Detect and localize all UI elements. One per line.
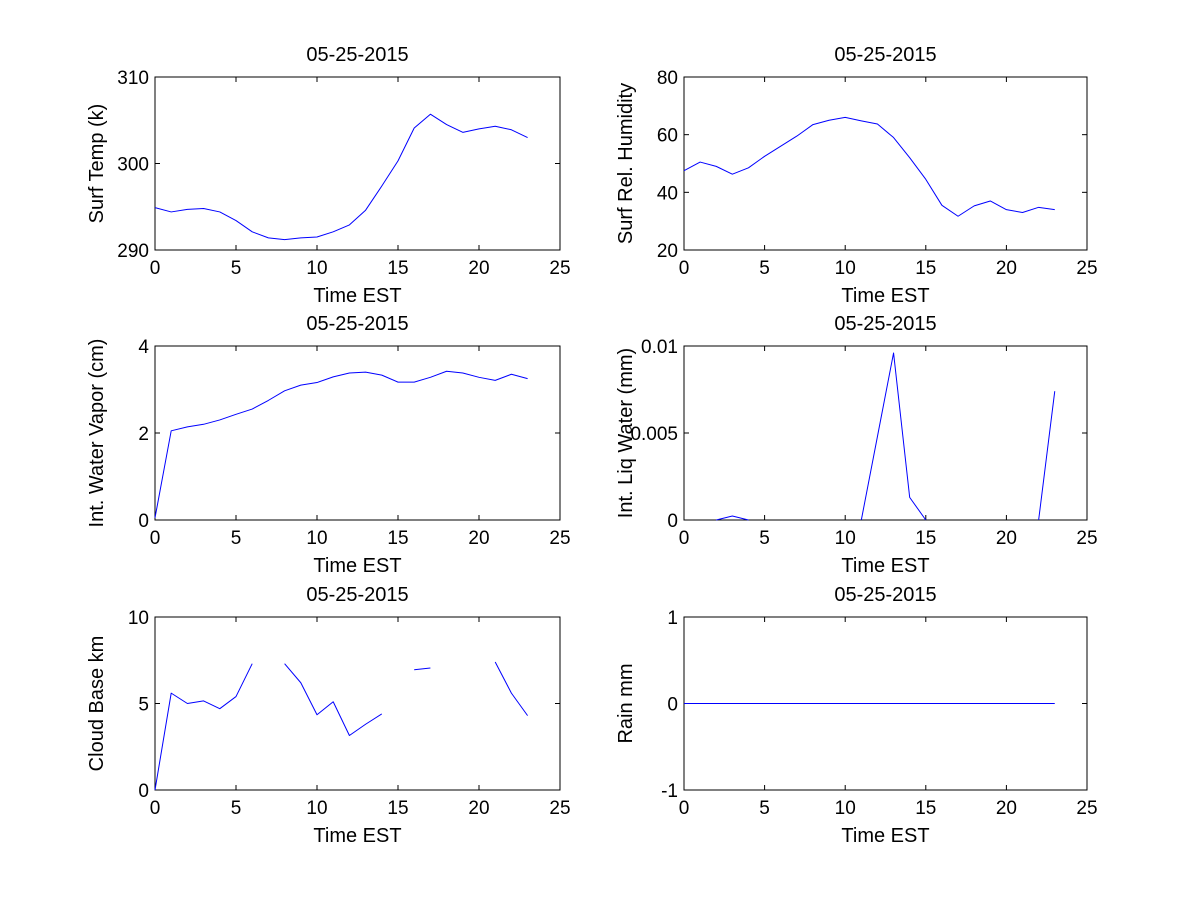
x-tick-label: 25 xyxy=(549,528,570,549)
x-axis-label: Time EST xyxy=(313,825,401,847)
x-tick-label: 5 xyxy=(759,798,770,819)
x-tick-label: 10 xyxy=(835,528,856,549)
x-tick-label: 20 xyxy=(468,528,489,549)
subplot-4: 05-25-2015 0 5 10 15 20 25 0 0.005 0.01 Time EST In… xyxy=(615,313,1098,577)
x-tick-label: 15 xyxy=(915,528,936,549)
x-tick-label: 10 xyxy=(835,798,856,819)
y-axis-label: Cloud Base km xyxy=(86,636,108,772)
y-tick-label: 0 xyxy=(138,511,149,532)
y-tick-label: 300 xyxy=(117,155,149,176)
series-line-1 xyxy=(716,352,1056,521)
y-axis-label: Int. Liq Water (mm) xyxy=(615,348,637,518)
y-axis-label: Surf Rel. Humidity xyxy=(615,83,637,244)
y-tick-label: 10 xyxy=(128,608,149,629)
x-tick-label: 20 xyxy=(996,528,1017,549)
x-tick-label: 5 xyxy=(231,798,242,819)
x-tick-label: 25 xyxy=(549,798,570,819)
y-tick-label: 60 xyxy=(657,126,678,147)
x-axis-label: Time EST xyxy=(841,825,929,847)
x-tick-label: 0 xyxy=(679,798,690,819)
x-tick-label: 15 xyxy=(915,258,936,279)
y-axis-label: Surf Temp (k) xyxy=(86,104,108,224)
x-tick-label: 10 xyxy=(835,258,856,279)
x-tick-label: 20 xyxy=(468,258,489,279)
chart-title: 05-25-2015 xyxy=(306,44,408,66)
y-tick-label: 4 xyxy=(138,337,149,358)
x-tick-label: 25 xyxy=(549,258,570,279)
y-tick-label: 0 xyxy=(667,511,678,532)
y-tick-label: -1 xyxy=(661,781,678,802)
x-tick-label: 20 xyxy=(996,798,1017,819)
series-line-1 xyxy=(154,661,529,791)
x-tick-label: 5 xyxy=(759,528,770,549)
plot-area xyxy=(154,76,561,251)
x-axis-label: Time EST xyxy=(313,285,401,307)
subplot-3: 05-25-2015 0 5 10 15 20 25 0 2 4 Time EST Int. Wate… xyxy=(86,313,571,577)
series-line-1 xyxy=(154,113,528,241)
subplot-2: 05-25-2015 0 5 10 15 20 25 20 40 60 80 Time EST Surf… xyxy=(615,44,1098,307)
y-tick-label: 2 xyxy=(138,424,149,445)
y-tick-label: 310 xyxy=(117,68,149,89)
y-tick-label: 290 xyxy=(117,241,149,262)
x-tick-label: 0 xyxy=(150,798,161,819)
y-tick-label: 1 xyxy=(667,608,678,629)
x-tick-label: 15 xyxy=(387,528,408,549)
chart-title: 05-25-2015 xyxy=(834,44,936,66)
y-tick-label: 20 xyxy=(657,241,678,262)
x-axis-label: Time EST xyxy=(841,285,929,307)
y-tick-label: 40 xyxy=(657,183,678,204)
x-tick-label: 15 xyxy=(387,258,408,279)
x-tick-label: 10 xyxy=(306,258,327,279)
x-axis-label: Time EST xyxy=(841,555,929,577)
series-line-1 xyxy=(154,370,528,518)
chart-title: 05-25-2015 xyxy=(834,584,936,606)
y-axis-label: Rain mm xyxy=(615,663,637,743)
y-tick-label: 0 xyxy=(667,695,678,716)
subplot-5: 05-25-2015 0 5 10 15 20 25 0 5 10 Time EST Cloud Ba… xyxy=(86,584,571,847)
y-tick-label: 0.01 xyxy=(641,337,678,358)
x-axis-label: Time EST xyxy=(313,555,401,577)
chart-title: 05-25-2015 xyxy=(834,313,936,335)
x-tick-label: 15 xyxy=(915,798,936,819)
chart-title: 05-25-2015 xyxy=(306,313,408,335)
plot-area xyxy=(683,345,1088,521)
x-tick-label: 0 xyxy=(150,528,161,549)
x-tick-label: 0 xyxy=(679,528,690,549)
x-tick-label: 0 xyxy=(679,258,690,279)
x-tick-label: 20 xyxy=(468,798,489,819)
subplot-1: 05-25-2015 0 5 10 15 20 25 290 300 310 Time EST Sur… xyxy=(86,44,571,307)
y-tick-label: 5 xyxy=(138,695,149,716)
x-tick-label: 5 xyxy=(231,528,242,549)
x-tick-label: 25 xyxy=(1076,258,1097,279)
y-tick-label: 0 xyxy=(138,781,149,802)
x-tick-label: 25 xyxy=(1076,528,1097,549)
plot-area xyxy=(683,76,1088,251)
x-tick-label: 20 xyxy=(996,258,1017,279)
x-tick-label: 15 xyxy=(387,798,408,819)
y-tick-label: 80 xyxy=(657,68,678,89)
chart-title: 05-25-2015 xyxy=(306,584,408,606)
y-tick-label: 0.005 xyxy=(630,424,678,445)
series-line-1 xyxy=(683,116,1055,217)
x-tick-label: 25 xyxy=(1076,798,1097,819)
x-tick-label: 10 xyxy=(306,798,327,819)
x-tick-label: 10 xyxy=(306,528,327,549)
plot-area xyxy=(154,345,561,521)
x-tick-label: 5 xyxy=(759,258,770,279)
x-tick-label: 5 xyxy=(231,258,242,279)
plot-area xyxy=(154,616,561,791)
x-tick-label: 0 xyxy=(150,258,161,279)
y-axis-label: Int. Water Vapor (cm) xyxy=(86,339,108,528)
